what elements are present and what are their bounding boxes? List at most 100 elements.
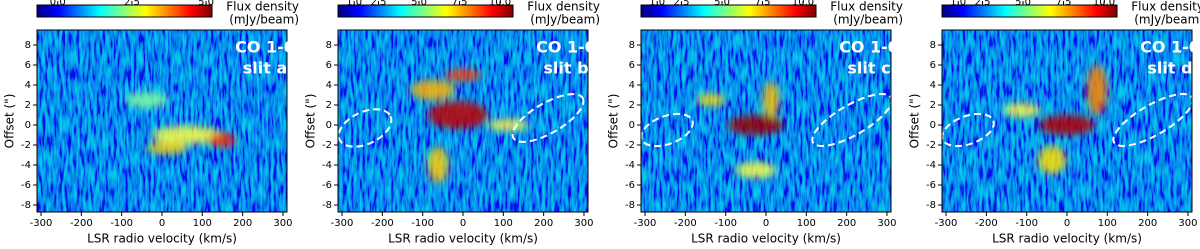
y-tick-label: -8 [322, 200, 332, 211]
x-tick-label: 300 [877, 218, 896, 229]
x-tick-label: 0 [460, 218, 466, 229]
x-tick-label: 100 [797, 218, 816, 229]
panel: -300 -200 -100 0 100 200 300 -8 -6 -4 -2 0 2 4 6 8 LSR r… [3, 0, 300, 246]
y-tick-label: -2 [625, 140, 635, 151]
region-ellipse [941, 112, 995, 148]
emission-blob [428, 147, 448, 183]
emission-blob [1087, 65, 1107, 115]
x-tick-label: 100 [193, 218, 212, 229]
colorbar-tick-label: 10.0 [1093, 0, 1115, 8]
x-tick-label: 300 [273, 218, 292, 229]
emission-blob [488, 119, 528, 131]
y-tick-label: -6 [625, 180, 635, 191]
region-ellipse [640, 112, 694, 148]
annotation: slit c [847, 59, 890, 78]
annotation: CO 1-0 [1140, 38, 1200, 57]
y-tick-label: 0 [326, 120, 332, 131]
emission-blob [763, 82, 779, 118]
annotation: CO 1-0 [235, 38, 295, 57]
colorbar-tick-label: 2.5 [124, 0, 140, 8]
colorbar [941, 4, 1118, 18]
emission-blob [736, 162, 776, 178]
y-tick-label: 4 [25, 80, 31, 91]
y-tick-label: 6 [25, 60, 31, 71]
emission-blob [697, 94, 725, 106]
y-tick-label: -2 [926, 140, 936, 151]
y-axis-label: Offset (") [3, 94, 17, 149]
annotation: CO 1-0 [536, 38, 596, 57]
colorbar-label: (mJy/beam) [229, 13, 299, 27]
y-tick-label: 4 [326, 80, 332, 91]
y-tick-label: -2 [21, 140, 31, 151]
colorbar-tick-label: 7.5 [452, 0, 468, 8]
y-tick-label: 2 [25, 100, 31, 111]
colorbar-tick-label: 1.0 [649, 0, 665, 8]
x-tick-label: 300 [1178, 218, 1197, 229]
colorbar-label: (mJy/beam) [530, 13, 600, 27]
heatmap-noise [37, 30, 287, 212]
colorbar-label: Flux density [226, 0, 299, 14]
x-tick-label: -300 [634, 218, 657, 229]
x-tick-label: -100 [1015, 218, 1038, 229]
y-tick-label: 2 [629, 100, 635, 111]
y-tick-label: 2 [930, 100, 936, 111]
emission [125, 92, 236, 154]
colorbar-tick-label: 1.0 [950, 0, 966, 8]
y-tick-label: -2 [322, 140, 332, 151]
annotation: slit a [243, 59, 288, 78]
y-tick-label: 6 [930, 60, 936, 71]
y-tick-label: -6 [21, 180, 31, 191]
colorbar-label: Flux density [830, 0, 903, 14]
x-tick-label: 300 [574, 218, 593, 229]
y-tick-label: -4 [926, 160, 936, 171]
y-tick-label: 8 [930, 40, 936, 51]
colorbar [640, 4, 817, 18]
emission [411, 69, 528, 183]
colorbar-tick-label: 2.5 [975, 0, 991, 8]
x-tick-label: -100 [411, 218, 434, 229]
emission-blob [411, 80, 455, 100]
x-tick-label: -300 [30, 218, 53, 229]
y-tick-label: -6 [322, 180, 332, 191]
y-tick-label: 4 [629, 80, 635, 91]
emission-blob [428, 101, 488, 129]
colorbar-label: (mJy/beam) [833, 13, 903, 27]
colorbar-tick-label: 10.0 [489, 0, 511, 8]
y-tick-label: -4 [625, 160, 635, 171]
x-tick-label: 100 [1098, 218, 1117, 229]
x-tick-label: 200 [1138, 218, 1157, 229]
colorbar-tick-label: 0.0 [50, 0, 66, 8]
y-tick-label: 8 [629, 40, 635, 51]
annotation: slit d [1147, 59, 1192, 78]
y-axis-label: Offset (") [908, 94, 922, 149]
y-tick-label: 8 [326, 40, 332, 51]
x-tick-label: -100 [714, 218, 737, 229]
y-tick-label: 0 [629, 120, 635, 131]
colorbar-tick-label: 1.0 [346, 0, 362, 8]
colorbar-label: (mJy/beam) [1134, 13, 1200, 27]
colorbar-tick-label: 5.0 [714, 0, 730, 8]
panel: -300 -200 -100 0 100 200 300 -8 -6 -4 -2 0 2 4 6 8 LSR r… [304, 0, 601, 246]
y-axis-label: Offset (") [607, 94, 621, 149]
panel: -300 -200 -100 0 100 200 300 -8 -6 -4 -2 0 2 4 6 8 LSR r… [607, 0, 904, 246]
emission-blob [1039, 115, 1095, 135]
x-tick-label: 100 [494, 218, 513, 229]
x-tick-label: -200 [674, 218, 697, 229]
x-tick-label: -100 [110, 218, 133, 229]
x-tick-label: 0 [159, 218, 165, 229]
emission [697, 82, 784, 178]
colorbar-tick-label: 7.5 [1056, 0, 1072, 8]
x-axis-label: LSR radio velocity (km/s) [87, 232, 237, 246]
colorbar-label: Flux density [1131, 0, 1200, 14]
x-tick-label: -200 [975, 218, 998, 229]
y-tick-label: 8 [25, 40, 31, 51]
y-tick-label: 0 [930, 120, 936, 131]
x-tick-label: 0 [763, 218, 769, 229]
emission-blob [152, 126, 222, 144]
y-tick-label: 6 [629, 60, 635, 71]
region-ellipse [511, 93, 585, 143]
emission-blob [728, 115, 784, 135]
emission-blob [125, 92, 169, 108]
y-tick-label: 4 [930, 80, 936, 91]
